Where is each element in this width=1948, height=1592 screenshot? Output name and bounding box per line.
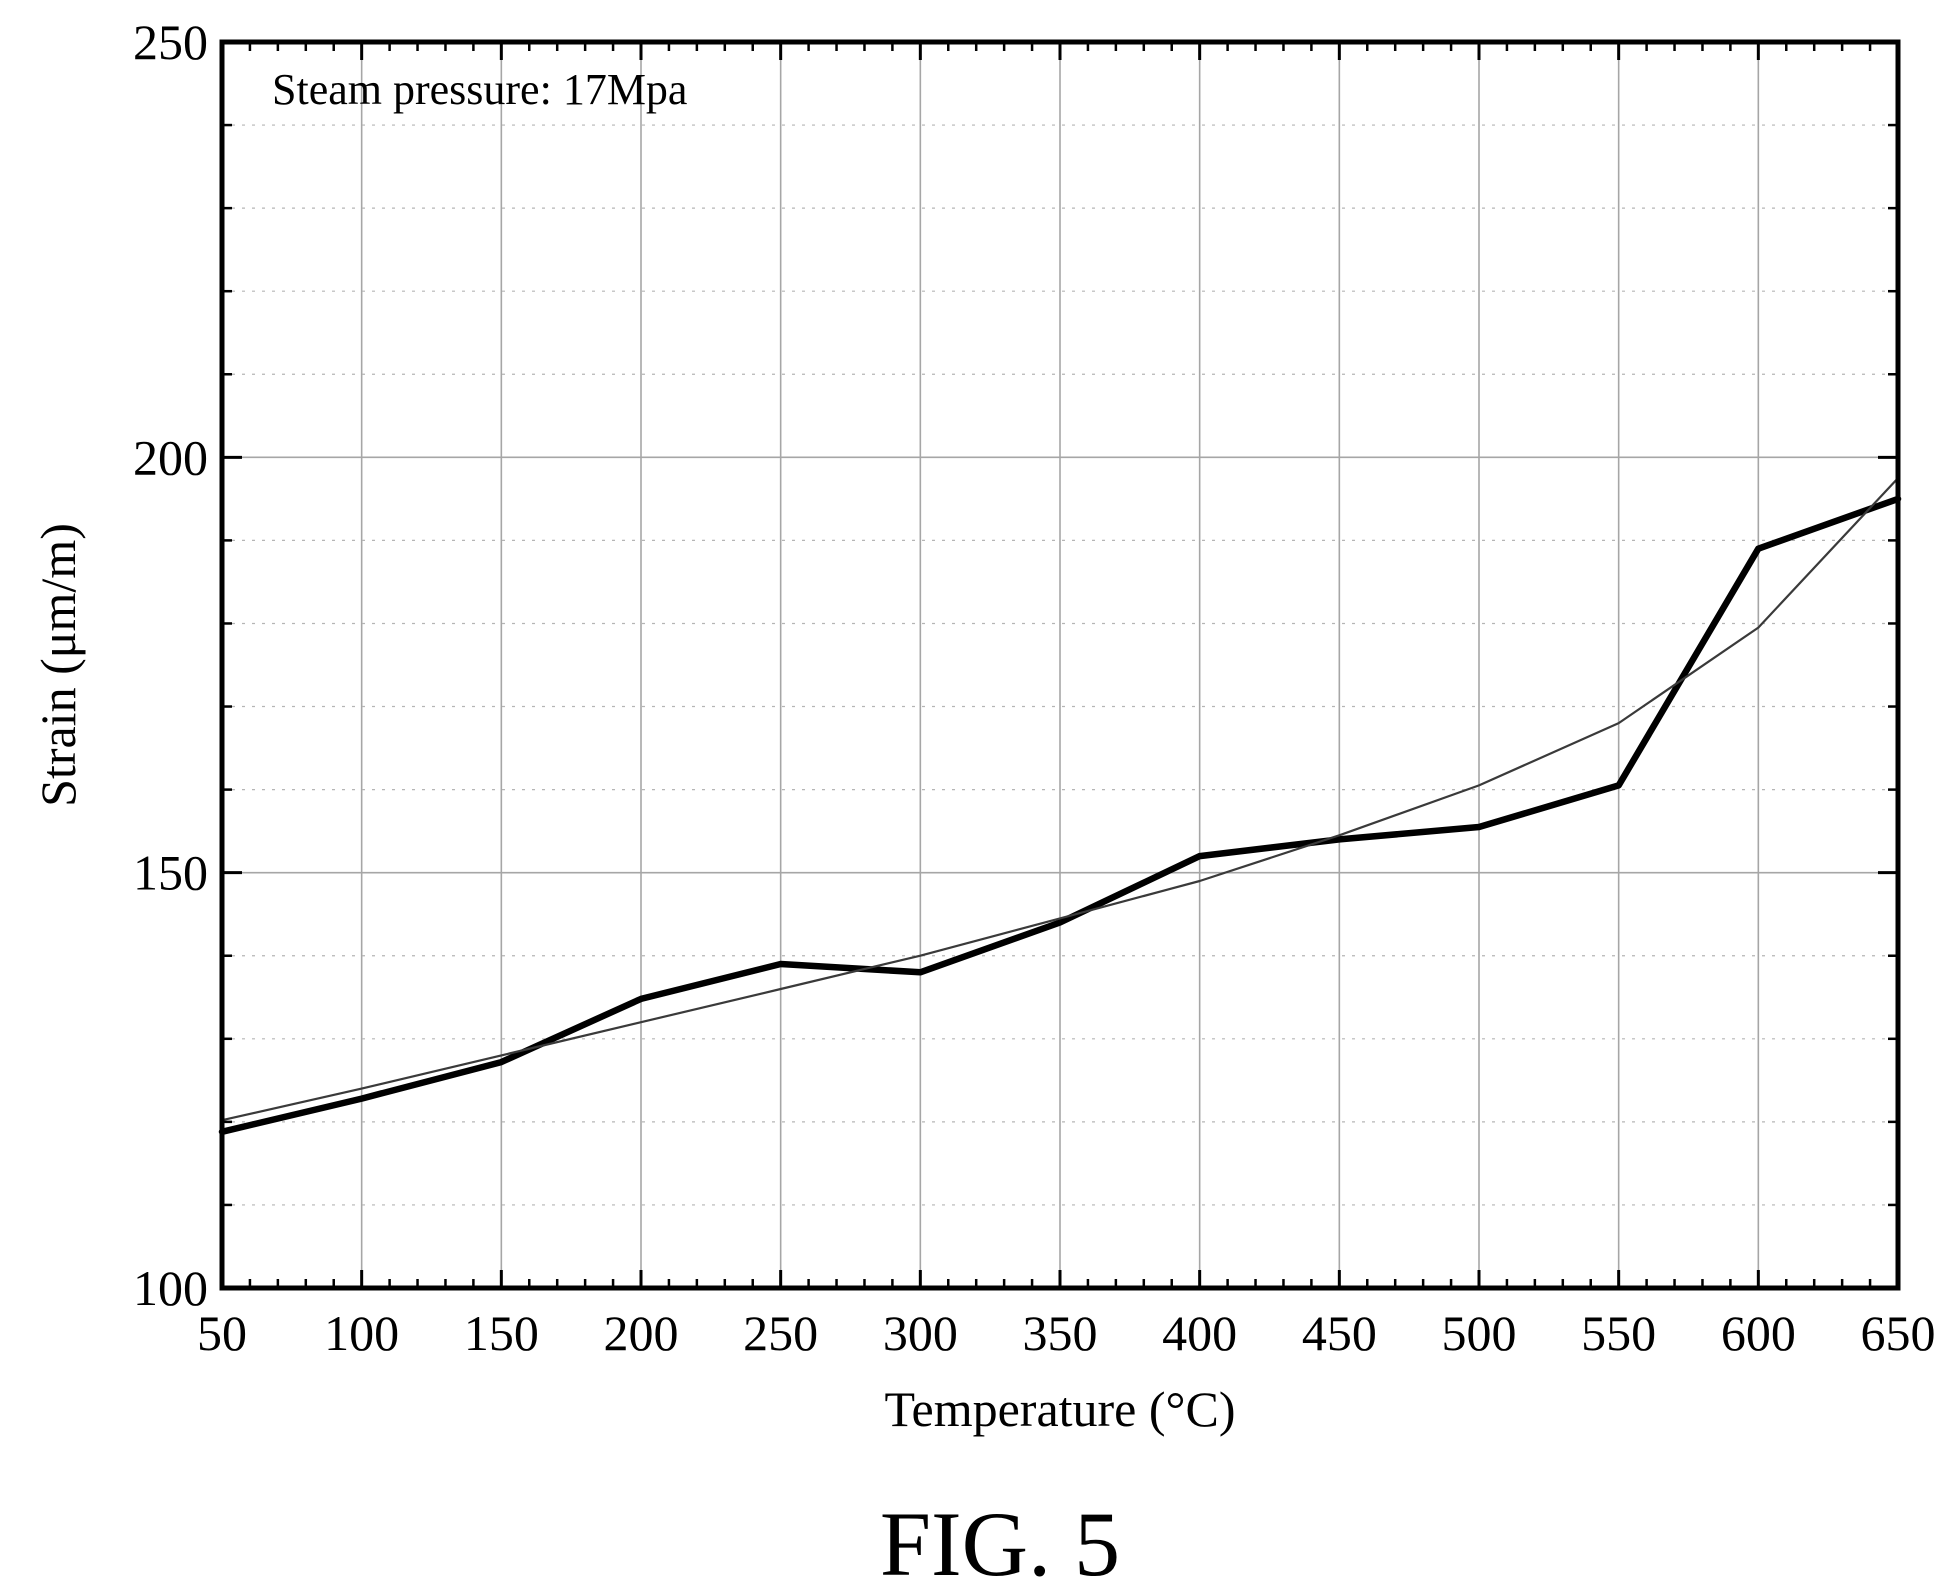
x-axis-title: Temperature (°C) (884, 1381, 1235, 1437)
y-tick-label: 150 (133, 845, 208, 901)
tick-marks (220, 40, 1900, 1290)
x-tick-labels: 50 100 150 200 250 300 350 400 450 500 550 600 650 (197, 1305, 1936, 1361)
fitted-strain-curve (220, 477, 1900, 1122)
x-tick-label: 200 (604, 1305, 679, 1361)
x-tick-label: 650 (1861, 1305, 1936, 1361)
grid (222, 42, 1898, 1288)
x-tick-label: 600 (1721, 1305, 1796, 1361)
y-tick-label: 250 (133, 14, 208, 70)
chart-annotation: Steam pressure: 17Mpa (272, 65, 687, 114)
x-tick-label: 400 (1162, 1305, 1237, 1361)
y-tick-labels: 100 150 200 250 (133, 14, 208, 1316)
x-tick-label: 550 (1581, 1305, 1656, 1361)
x-tick-label: 300 (883, 1305, 958, 1361)
x-tick-label: 100 (324, 1305, 399, 1361)
x-tick-label: 500 (1442, 1305, 1517, 1361)
x-tick-label: 150 (464, 1305, 539, 1361)
series-group (218, 477, 1902, 1136)
y-tick-label: 100 (133, 1260, 208, 1316)
x-tick-label: 250 (743, 1305, 818, 1361)
x-tick-label: 450 (1302, 1305, 1377, 1361)
y-axis-title: Strain (μm/m) (30, 523, 86, 807)
x-tick-label: 350 (1023, 1305, 1098, 1361)
y-tick-label: 200 (133, 429, 208, 485)
measured-strain-line (218, 495, 1902, 1136)
x-tick-label: 50 (197, 1305, 247, 1361)
figure-caption: FIG. 5 (880, 1493, 1120, 1592)
